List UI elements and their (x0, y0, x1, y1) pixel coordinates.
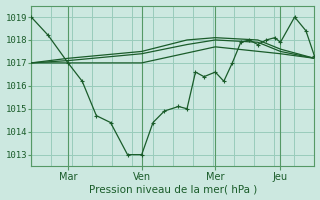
X-axis label: Pression niveau de la mer( hPa ): Pression niveau de la mer( hPa ) (89, 184, 257, 194)
